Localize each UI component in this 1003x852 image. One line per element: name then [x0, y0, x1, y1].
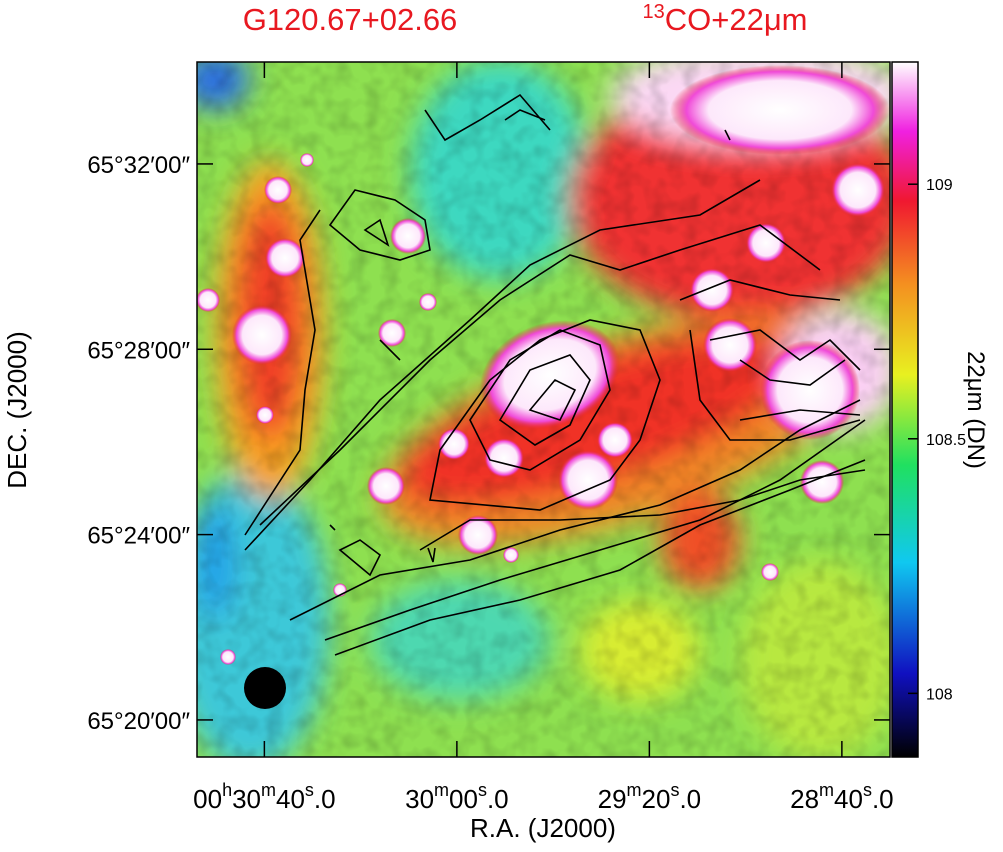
beam — [244, 667, 286, 709]
x-tick-label: 00h30m40s.0 — [193, 780, 335, 814]
chart-title: G120.67+02.66 — [243, 2, 458, 37]
contours — [244, 93, 866, 656]
plot-frame — [196, 61, 891, 758]
x-tick-label: 30m00s.0 — [405, 780, 509, 814]
x-tick-label: 28m40s.0 — [790, 780, 894, 814]
y-tick-label: 65°28′00″ — [87, 337, 190, 364]
colorbar-tick-label: 108.5 — [926, 432, 966, 449]
y-tick-label: 65°20′00″ — [87, 708, 190, 735]
chart-subtitle: 13CO+22μm — [642, 1, 807, 37]
colorbar-tick-label: 109 — [926, 177, 953, 194]
y-axis-label: DEC. (J2000) — [2, 331, 32, 489]
colorbar — [891, 61, 919, 758]
image — [197, 62, 890, 757]
y-tick-label: 65°32′00″ — [87, 152, 190, 179]
colorbar-tick-label: 108 — [926, 686, 953, 703]
colorbar-label: 22μm (DN) — [962, 351, 989, 469]
x-axis-label: R.A. (J2000) — [470, 813, 616, 843]
y-tick-label: 65°24′00″ — [87, 523, 190, 550]
x-tick-label: 29m20s.0 — [598, 780, 702, 814]
